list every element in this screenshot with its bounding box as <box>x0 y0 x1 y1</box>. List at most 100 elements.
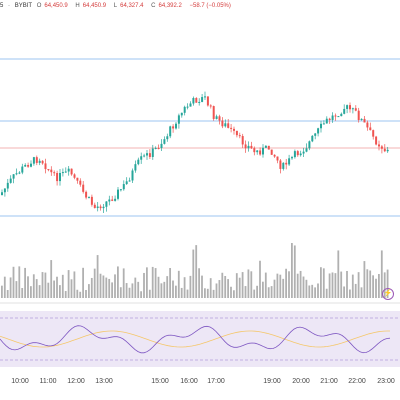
volume-bar <box>79 291 82 298</box>
candle-body <box>183 106 186 113</box>
candle-body <box>325 118 328 124</box>
volume-bar <box>325 288 328 298</box>
volume-bar <box>244 286 247 298</box>
volume-bar <box>375 278 377 298</box>
volume-bar <box>250 271 253 298</box>
volume-bar <box>328 273 331 298</box>
volume-bar <box>56 276 58 298</box>
candle-body <box>122 184 125 190</box>
candle-body <box>134 164 137 171</box>
volume-bar <box>282 278 285 298</box>
candle-body <box>59 173 61 182</box>
ohlc-low: L 64,327.4 <box>113 3 144 9</box>
volume-bar <box>380 250 383 298</box>
lightning-icon[interactable]: ⚡ <box>382 288 394 300</box>
candle-body <box>308 141 311 149</box>
candle-body <box>67 168 70 172</box>
volume-bar <box>183 277 186 298</box>
candle-body <box>93 204 96 208</box>
candle-body <box>320 123 322 129</box>
candle-body <box>6 182 9 189</box>
volume-bar <box>299 270 302 298</box>
volume-bar <box>82 267 84 298</box>
candle-body <box>378 144 380 147</box>
candle-body <box>177 115 180 124</box>
candle-body <box>192 97 195 104</box>
volume-bar <box>143 272 145 298</box>
volume-bar <box>59 285 61 298</box>
candle-body <box>349 105 351 110</box>
candle-body <box>363 118 366 123</box>
volume-bar <box>291 243 293 298</box>
volume-bar <box>227 279 229 298</box>
oscillator-main-line <box>0 325 391 354</box>
candle-body <box>328 118 331 120</box>
candle-body <box>172 126 175 129</box>
volume-bar <box>64 291 67 298</box>
candle-body <box>372 130 375 137</box>
volume-bar <box>6 290 9 298</box>
volume-bar <box>9 277 12 298</box>
candle-body <box>253 148 256 153</box>
volume-bar <box>224 276 227 298</box>
candle-body <box>30 163 32 167</box>
volume-bar <box>285 268 287 298</box>
candle-body <box>212 106 215 119</box>
candle-body <box>108 199 111 202</box>
candle-body <box>262 147 264 155</box>
candle-body <box>175 123 177 129</box>
candle-body <box>305 148 308 152</box>
separator: · <box>8 3 11 9</box>
volume-bar <box>166 276 169 298</box>
candle-body <box>302 151 305 154</box>
volume-bar <box>146 267 148 298</box>
volume-bar <box>360 287 363 298</box>
candle-body <box>369 127 372 131</box>
volume-bar <box>256 285 258 298</box>
candle-body <box>209 105 212 107</box>
candle-body <box>24 164 27 167</box>
candle-body <box>322 123 325 125</box>
volume-bar <box>151 266 154 298</box>
volume-bar <box>169 268 171 298</box>
volume-bar <box>366 269 369 298</box>
volume-bar <box>270 286 273 298</box>
candle-body <box>351 108 354 110</box>
volume-bar <box>267 287 270 298</box>
candle-body <box>76 177 79 181</box>
candle-body <box>380 146 383 149</box>
volume-bar <box>241 272 244 298</box>
volume-bar <box>230 286 232 298</box>
candle-body <box>27 164 30 167</box>
candle-body <box>291 157 293 159</box>
volume-bar <box>30 286 32 298</box>
volume-bar <box>163 281 166 298</box>
candle-body <box>3 188 6 193</box>
candles-layer <box>1 91 389 214</box>
candle-body <box>125 181 128 185</box>
candle-body <box>99 206 102 209</box>
volume-bar <box>128 287 131 298</box>
candle-body <box>90 196 93 205</box>
volume-bar <box>247 269 250 298</box>
volume-bar <box>119 287 122 298</box>
time-tick: 11:00 <box>39 378 57 385</box>
candle-body <box>160 143 163 149</box>
candle-body <box>131 170 134 181</box>
volume-bar <box>349 289 351 298</box>
candle-body <box>354 108 357 111</box>
candle-body <box>221 120 224 127</box>
candle-body <box>288 158 291 165</box>
candle-body <box>128 180 131 182</box>
volume-bar <box>44 272 47 298</box>
volume-bar <box>369 270 372 298</box>
volume-bar <box>47 282 50 298</box>
candle-body <box>137 159 140 165</box>
oscillator-signal-line <box>0 330 390 348</box>
volume-bar <box>372 275 374 298</box>
candle-body <box>340 113 343 117</box>
volume-bar <box>233 290 235 298</box>
volume-bar <box>383 272 386 298</box>
volume-bar <box>218 280 221 298</box>
